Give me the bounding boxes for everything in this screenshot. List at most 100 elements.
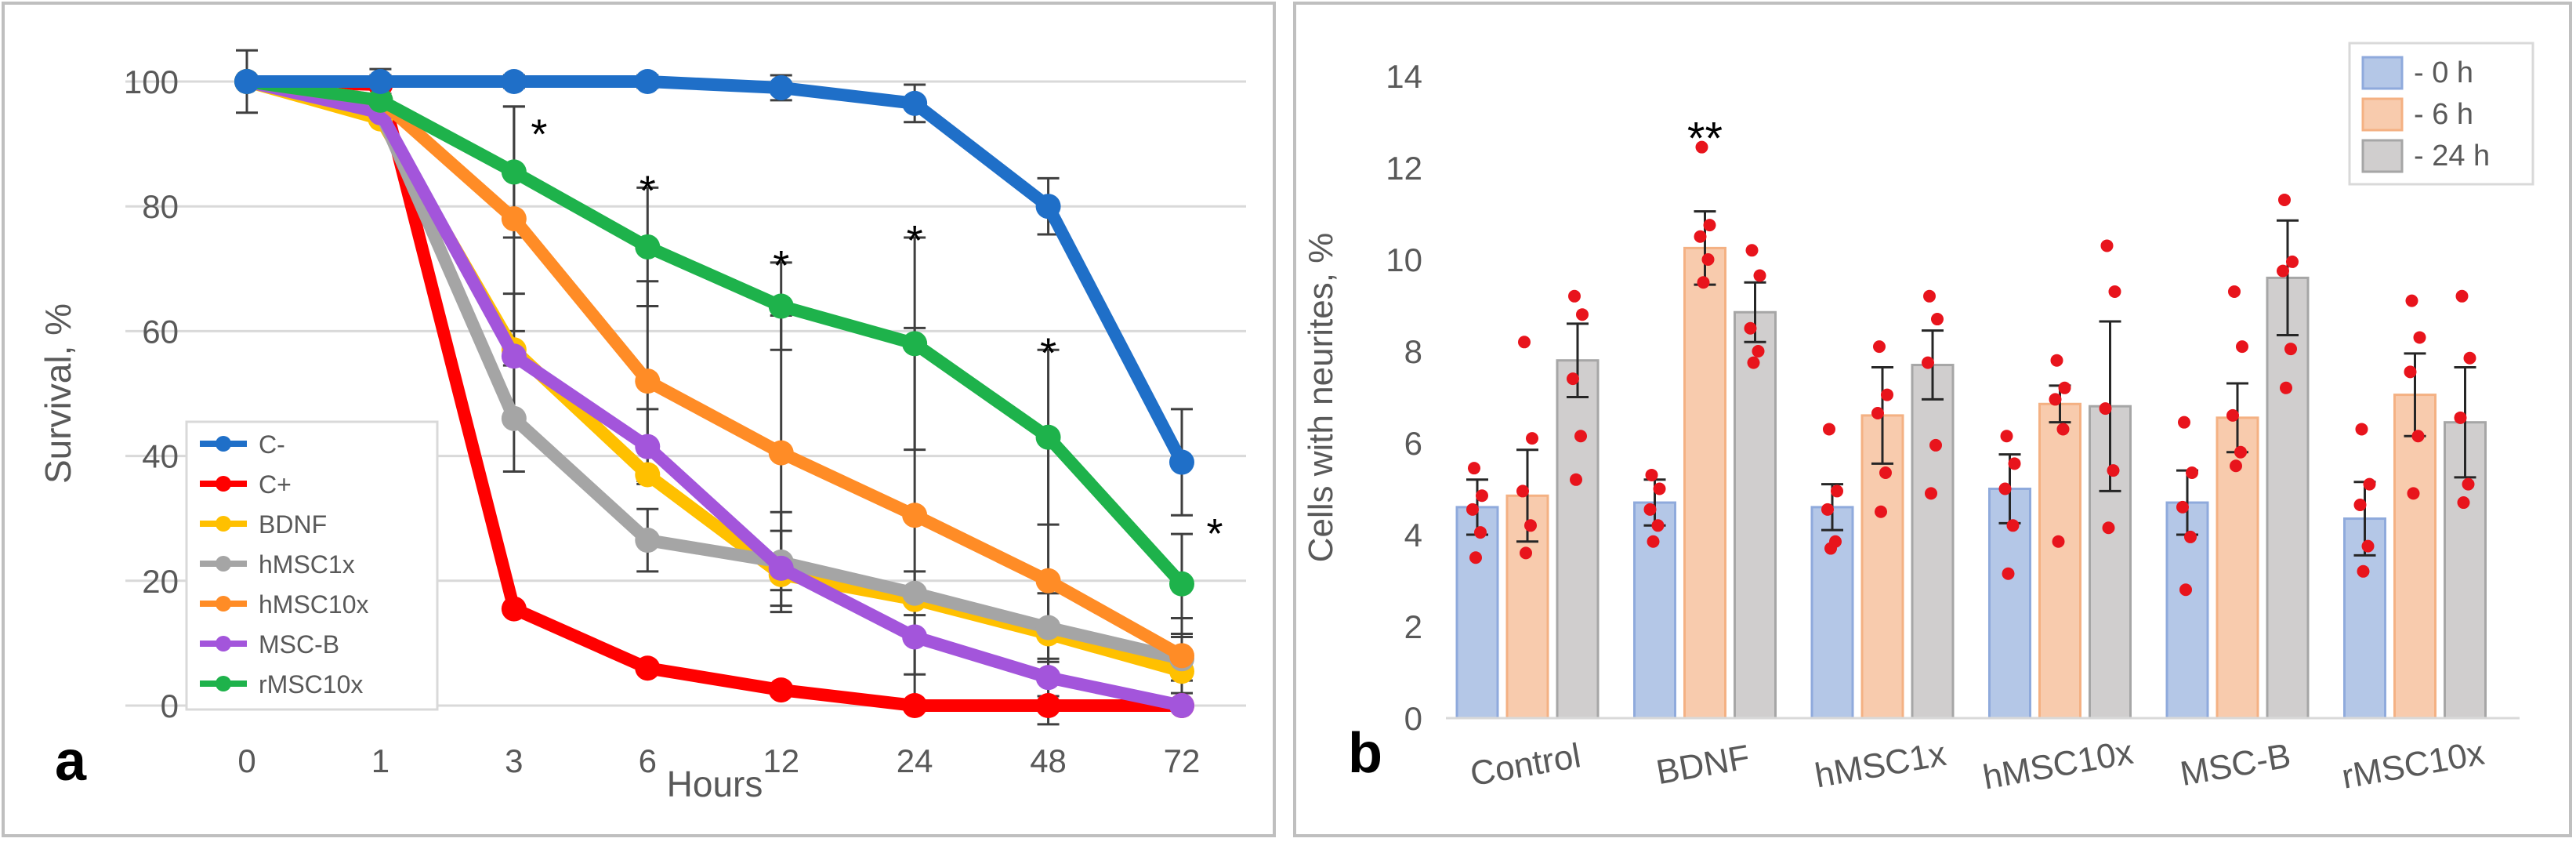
data-point-rmsc10x-6-h-3: [2404, 365, 2417, 379]
data-point-msc-b-6-h-2: [2236, 340, 2248, 354]
legend-label-6-h: - 6 h: [2414, 98, 2473, 131]
data-point-hmsc1x-0-h-5: [1824, 542, 1837, 555]
data-point-bdnf-24-h-3: [1744, 321, 1757, 335]
point-hmsc1x-3: [501, 405, 527, 431]
data-point-hmsc1x-6-h-3: [1871, 406, 1884, 419]
data-point-bdnf-6-h-2: [1703, 219, 1716, 232]
data-point-bdnf-24-h-4: [1752, 345, 1765, 357]
data-point-rmsc10x-6-h-5: [2407, 487, 2420, 500]
legend-swatch-marker: [216, 516, 231, 532]
panel-a-survival-chart: 0 20 40 60 80 100 0 1 3 6 12 24 48 72 Hours Survival, %…: [38, 49, 1246, 804]
x-tick-label-6: 6: [639, 742, 657, 779]
point-hmsc10x-6: [635, 368, 661, 394]
point-rmsc10x-24: [902, 331, 928, 357]
significance-asterisk-24: *: [907, 217, 923, 264]
data-point-hmsc10x-0-h-5: [2002, 567, 2015, 580]
point-hmsc10x-12: [768, 440, 794, 466]
point-bdnf-6: [635, 462, 661, 488]
data-point-rmsc10x-24-h-4: [2462, 477, 2475, 491]
data-point-control-6-h-4: [1524, 519, 1537, 532]
x-axis-title: Hours: [667, 764, 763, 804]
legend-swatch-marker: [216, 596, 231, 612]
bar-bdnf-6-h: [1683, 246, 1726, 720]
y-tick-label-4: 4: [1404, 517, 1422, 553]
data-point-rmsc10x-0-h-4: [2361, 539, 2375, 553]
data-point-bdnf-6-h-1: [1695, 140, 1708, 154]
legend-item-c: C+: [200, 470, 292, 499]
data-point-msc-b-0-h-1: [2178, 416, 2190, 429]
legend-swatch: [2361, 56, 2404, 90]
series-line-msc-b: [241, 75, 1188, 712]
data-point-rmsc10x-24-h-2: [2463, 351, 2476, 365]
significance-asterisks-bdnf: **: [1687, 113, 1723, 164]
data-point-hmsc10x-0-h-4: [2006, 519, 2020, 532]
data-point-control-6-h-3: [1516, 485, 1529, 498]
data-point-control-6-h-5: [1520, 546, 1532, 560]
data-point-bdnf-24-h-2: [1753, 269, 1766, 282]
x-tick-label-1: 1: [371, 742, 389, 779]
point-c-24: [902, 90, 928, 116]
y-tick-label-8: 8: [1404, 333, 1422, 370]
data-point-rmsc10x-0-h-1: [2355, 423, 2368, 436]
bar-hmsc10x-6-h: [2038, 402, 2081, 720]
legend-label-0-h: - 0 h: [2414, 56, 2473, 89]
y-tick-label-60: 60: [142, 313, 179, 350]
data-point-hmsc1x-6-h-4: [1879, 466, 1892, 480]
point-hmsc1x-6: [635, 528, 661, 553]
data-point-msc-b-0-h-3: [2176, 500, 2189, 514]
data-point-hmsc1x-24-h-3: [1922, 356, 1934, 369]
data-point-hmsc10x-24-h-2: [2108, 285, 2121, 298]
point-rmsc10x-3: [501, 159, 527, 185]
data-point-hmsc1x-0-h-2: [1831, 485, 1843, 498]
legend-item-rmsc10x: rMSC10x: [200, 670, 363, 699]
x-tick-label-12: 12: [763, 742, 799, 779]
point-msc-b-72: [1169, 693, 1194, 718]
y-tick-label-20: 20: [142, 563, 179, 600]
legend-swatch-marker: [216, 436, 231, 452]
point-msc-b-24: [902, 624, 928, 650]
y-tick-label-80: 80: [142, 188, 179, 225]
data-point-msc-b-0-h-2: [2186, 466, 2198, 480]
bar-group-msc-b: [2165, 193, 2310, 720]
point-msc-b-3: [501, 343, 527, 369]
data-point-rmsc10x-0-h-5: [2357, 564, 2370, 578]
data-point-msc-b-6-h-1: [2228, 285, 2241, 298]
bar-rmsc10x-6-h: [2393, 394, 2437, 720]
data-point-control-24-h-3: [1567, 372, 1579, 386]
series-line-rmsc10x: [241, 75, 1188, 590]
x-tick-label-0: 0: [237, 742, 255, 779]
data-point-rmsc10x-24-h-5: [2457, 496, 2470, 510]
data-point-hmsc1x-0-h-1: [1823, 423, 1835, 436]
data-point-control-6-h-1: [1518, 336, 1531, 349]
data-point-msc-b-24-h-4: [2284, 343, 2297, 356]
data-point-hmsc10x-0-h-3: [1998, 482, 2012, 495]
data-point-control-0-h-3: [1466, 503, 1479, 516]
point-c-72: [1169, 449, 1194, 475]
legend-item-hmsc10x: hMSC10x: [200, 590, 369, 619]
point-c-12: [768, 677, 794, 703]
point-msc-b-6: [635, 434, 661, 459]
point-c-6: [635, 69, 661, 94]
y-tick-label-6: 6: [1404, 425, 1422, 462]
data-point-control-24-h-2: [1576, 308, 1589, 321]
point-hmsc10x-48: [1035, 568, 1061, 593]
point-msc-b-12: [768, 555, 794, 581]
point-c-0: [234, 69, 259, 94]
data-point-hmsc1x-0-h-3: [1821, 503, 1834, 516]
point-hmsc1x-24: [902, 580, 928, 606]
data-point-hmsc10x-24-h-3: [2099, 402, 2112, 416]
legend-label-bdnf: BDNF: [259, 510, 327, 539]
point-hmsc10x-3: [501, 206, 527, 232]
y-tick-label-100: 100: [124, 64, 179, 100]
y-tick-label-0: 0: [161, 688, 179, 724]
data-point-msc-b-0-h-4: [2184, 530, 2197, 543]
data-point-msc-b-6-h-5: [2230, 459, 2242, 473]
data-point-bdnf-0-h-1: [1645, 468, 1658, 481]
significance-asterisk-12: *: [773, 242, 789, 289]
x-tick-label-24: 24: [897, 742, 933, 779]
point-rmsc10x-1: [368, 87, 393, 113]
point-c-12: [768, 74, 794, 100]
legend-item-24-h: - 24 h: [2361, 139, 2490, 173]
data-point-hmsc1x-24-h-5: [1925, 487, 1937, 500]
